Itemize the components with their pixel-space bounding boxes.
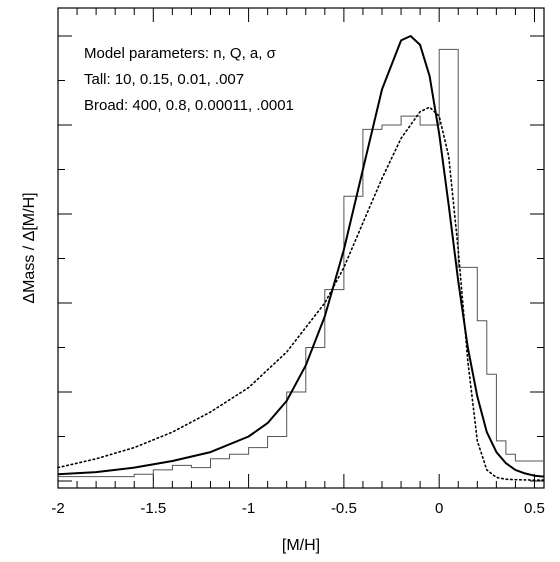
x-tick-label: 0 [435, 500, 443, 517]
tall-model-curve [57, 35, 545, 478]
series-group [57, 35, 545, 481]
histogram-series [58, 48, 544, 478]
annotation-line-2: Tall: 10, 0.15, 0.01, .007 [84, 71, 244, 88]
x-tick-label: -1.5 [140, 500, 166, 517]
x-tick-label: -0.5 [331, 500, 357, 517]
plot-frame [57, 7, 545, 489]
annotation-line-3: Broad: 400, 0.8, 0.00011, .0001 [84, 97, 294, 114]
x-tick-labels: -2 -1.5 -1 -0.5 0 0.5 [51, 500, 545, 517]
annotation-line-1: Model parameters: n, Q, a, σ [84, 45, 277, 62]
x-tick-label: 0.5 [524, 500, 545, 517]
x-tick-label: -1 [242, 500, 255, 517]
y-axis-label: ΔMass / Δ[M/H] [21, 192, 38, 303]
broad-model-curve [57, 106, 545, 481]
axis-ticks [57, 8, 544, 488]
x-tick-label: -2 [51, 500, 64, 517]
x-axis-label: [M/H] [282, 537, 320, 554]
